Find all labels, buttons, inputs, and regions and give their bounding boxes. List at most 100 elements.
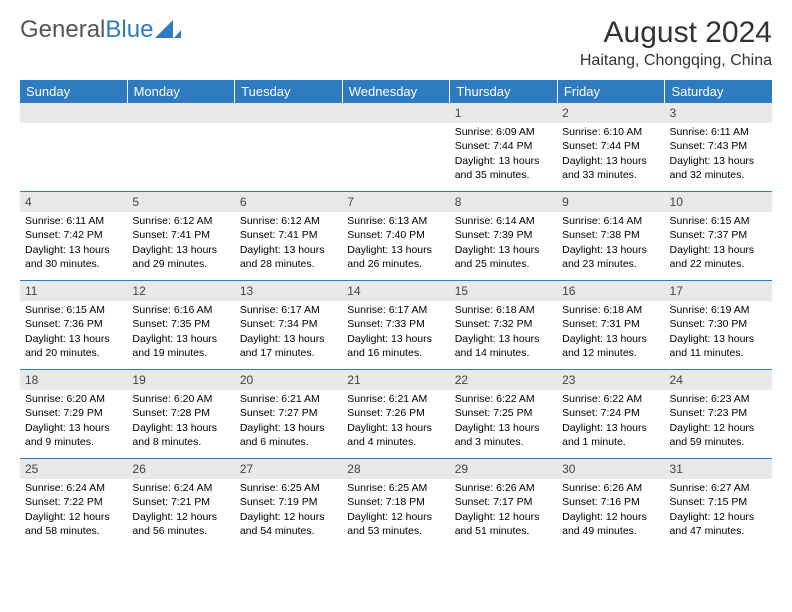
daylight-text: Daylight: 12 hours and 53 minutes. [347, 510, 444, 538]
sunrise-text: Sunrise: 6:10 AM [562, 125, 659, 139]
day-cell: 9Sunrise: 6:14 AMSunset: 7:38 PMDaylight… [557, 192, 664, 280]
day-number: 9 [557, 192, 664, 212]
daylight-text: Daylight: 13 hours and 22 minutes. [670, 243, 767, 271]
sunset-text: Sunset: 7:41 PM [132, 228, 229, 242]
week-row: 4Sunrise: 6:11 AMSunset: 7:42 PMDaylight… [20, 191, 772, 280]
day-number [342, 103, 449, 123]
day-cell: 5Sunrise: 6:12 AMSunset: 7:41 PMDaylight… [127, 192, 234, 280]
sunset-text: Sunset: 7:28 PM [132, 406, 229, 420]
sunset-text: Sunset: 7:23 PM [670, 406, 767, 420]
sunrise-text: Sunrise: 6:22 AM [455, 392, 552, 406]
day-number: 20 [235, 370, 342, 390]
day-number: 7 [342, 192, 449, 212]
day-number: 23 [557, 370, 664, 390]
daylight-text: Daylight: 12 hours and 51 minutes. [455, 510, 552, 538]
day-number: 6 [235, 192, 342, 212]
day-info: Sunrise: 6:10 AMSunset: 7:44 PMDaylight:… [557, 125, 664, 185]
sunrise-text: Sunrise: 6:17 AM [347, 303, 444, 317]
sunrise-text: Sunrise: 6:23 AM [670, 392, 767, 406]
sunrise-text: Sunrise: 6:12 AM [240, 214, 337, 228]
day-info: Sunrise: 6:25 AMSunset: 7:19 PMDaylight:… [235, 481, 342, 541]
day-info: Sunrise: 6:14 AMSunset: 7:39 PMDaylight:… [450, 214, 557, 274]
day-info: Sunrise: 6:24 AMSunset: 7:21 PMDaylight:… [127, 481, 234, 541]
sunrise-text: Sunrise: 6:26 AM [562, 481, 659, 495]
week-row: 11Sunrise: 6:15 AMSunset: 7:36 PMDayligh… [20, 280, 772, 369]
day-number: 2 [557, 103, 664, 123]
sunrise-text: Sunrise: 6:15 AM [25, 303, 122, 317]
day-info: Sunrise: 6:24 AMSunset: 7:22 PMDaylight:… [20, 481, 127, 541]
sunrise-text: Sunrise: 6:20 AM [25, 392, 122, 406]
sunset-text: Sunset: 7:27 PM [240, 406, 337, 420]
day-number: 18 [20, 370, 127, 390]
sunset-text: Sunset: 7:39 PM [455, 228, 552, 242]
sunrise-text: Sunrise: 6:26 AM [455, 481, 552, 495]
day-info: Sunrise: 6:23 AMSunset: 7:23 PMDaylight:… [665, 392, 772, 452]
day-cell: 14Sunrise: 6:17 AMSunset: 7:33 PMDayligh… [342, 281, 449, 369]
day-info: Sunrise: 6:11 AMSunset: 7:42 PMDaylight:… [20, 214, 127, 274]
day-info: Sunrise: 6:17 AMSunset: 7:33 PMDaylight:… [342, 303, 449, 363]
sunset-text: Sunset: 7:40 PM [347, 228, 444, 242]
weekday-col: Thursday [450, 80, 558, 103]
day-number: 5 [127, 192, 234, 212]
sunset-text: Sunset: 7:26 PM [347, 406, 444, 420]
day-number: 1 [450, 103, 557, 123]
day-number: 4 [20, 192, 127, 212]
sunset-text: Sunset: 7:44 PM [562, 139, 659, 153]
weekday-col: Wednesday [343, 80, 451, 103]
weekday-col: Saturday [665, 80, 772, 103]
daylight-text: Daylight: 13 hours and 19 minutes. [132, 332, 229, 360]
daylight-text: Daylight: 12 hours and 59 minutes. [670, 421, 767, 449]
daylight-text: Daylight: 13 hours and 12 minutes. [562, 332, 659, 360]
day-cell: 30Sunrise: 6:26 AMSunset: 7:16 PMDayligh… [557, 459, 664, 547]
daylight-text: Daylight: 13 hours and 23 minutes. [562, 243, 659, 271]
sunset-text: Sunset: 7:34 PM [240, 317, 337, 331]
day-info: Sunrise: 6:22 AMSunset: 7:24 PMDaylight:… [557, 392, 664, 452]
day-number: 8 [450, 192, 557, 212]
sunrise-text: Sunrise: 6:21 AM [347, 392, 444, 406]
daylight-text: Daylight: 13 hours and 25 minutes. [455, 243, 552, 271]
daylight-text: Daylight: 13 hours and 8 minutes. [132, 421, 229, 449]
calendar-body: 1Sunrise: 6:09 AMSunset: 7:44 PMDaylight… [20, 103, 772, 547]
day-info: Sunrise: 6:22 AMSunset: 7:25 PMDaylight:… [450, 392, 557, 452]
weekday-header: Sunday Monday Tuesday Wednesday Thursday… [20, 80, 772, 103]
day-number: 30 [557, 459, 664, 479]
logo: GeneralBlue [20, 16, 181, 44]
day-cell: 19Sunrise: 6:20 AMSunset: 7:28 PMDayligh… [127, 370, 234, 458]
day-info: Sunrise: 6:13 AMSunset: 7:40 PMDaylight:… [342, 214, 449, 274]
day-number: 16 [557, 281, 664, 301]
day-info: Sunrise: 6:20 AMSunset: 7:28 PMDaylight:… [127, 392, 234, 452]
day-cell: 1Sunrise: 6:09 AMSunset: 7:44 PMDaylight… [450, 103, 557, 191]
day-number: 14 [342, 281, 449, 301]
daylight-text: Daylight: 13 hours and 17 minutes. [240, 332, 337, 360]
sunrise-text: Sunrise: 6:15 AM [670, 214, 767, 228]
day-number: 25 [20, 459, 127, 479]
day-info: Sunrise: 6:21 AMSunset: 7:26 PMDaylight:… [342, 392, 449, 452]
daylight-text: Daylight: 12 hours and 58 minutes. [25, 510, 122, 538]
day-cell: 28Sunrise: 6:25 AMSunset: 7:18 PMDayligh… [342, 459, 449, 547]
sunrise-text: Sunrise: 6:12 AM [132, 214, 229, 228]
sunset-text: Sunset: 7:21 PM [132, 495, 229, 509]
day-info: Sunrise: 6:21 AMSunset: 7:27 PMDaylight:… [235, 392, 342, 452]
day-cell: 16Sunrise: 6:18 AMSunset: 7:31 PMDayligh… [557, 281, 664, 369]
sunset-text: Sunset: 7:31 PM [562, 317, 659, 331]
sunrise-text: Sunrise: 6:11 AM [25, 214, 122, 228]
sunrise-text: Sunrise: 6:24 AM [132, 481, 229, 495]
weekday-col: Sunday [20, 80, 128, 103]
day-number: 24 [665, 370, 772, 390]
sunset-text: Sunset: 7:30 PM [670, 317, 767, 331]
sunset-text: Sunset: 7:25 PM [455, 406, 552, 420]
logo-sail-icon [155, 20, 181, 40]
day-info: Sunrise: 6:25 AMSunset: 7:18 PMDaylight:… [342, 481, 449, 541]
sunrise-text: Sunrise: 6:14 AM [562, 214, 659, 228]
sunset-text: Sunset: 7:42 PM [25, 228, 122, 242]
day-cell: 21Sunrise: 6:21 AMSunset: 7:26 PMDayligh… [342, 370, 449, 458]
sunrise-text: Sunrise: 6:25 AM [347, 481, 444, 495]
day-number: 11 [20, 281, 127, 301]
daylight-text: Daylight: 13 hours and 6 minutes. [240, 421, 337, 449]
day-cell: 27Sunrise: 6:25 AMSunset: 7:19 PMDayligh… [235, 459, 342, 547]
daylight-text: Daylight: 13 hours and 29 minutes. [132, 243, 229, 271]
day-info: Sunrise: 6:12 AMSunset: 7:41 PMDaylight:… [127, 214, 234, 274]
daylight-text: Daylight: 13 hours and 14 minutes. [455, 332, 552, 360]
daylight-text: Daylight: 13 hours and 9 minutes. [25, 421, 122, 449]
daylight-text: Daylight: 12 hours and 54 minutes. [240, 510, 337, 538]
